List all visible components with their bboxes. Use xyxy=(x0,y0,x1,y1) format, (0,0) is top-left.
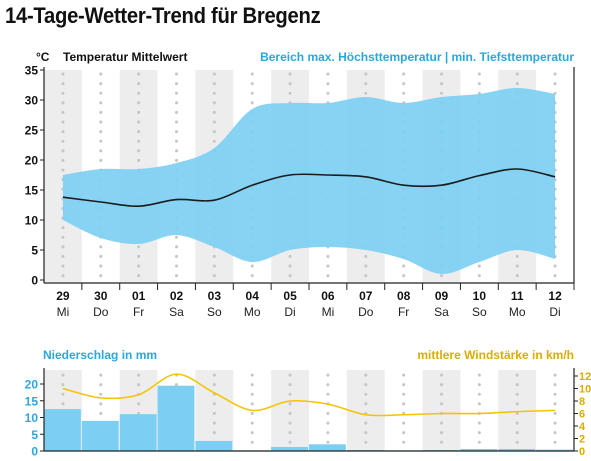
y-tick-label-right: 10 xyxy=(579,384,591,396)
precipitation-bar xyxy=(119,414,157,451)
x-tick-weekday-label: Di xyxy=(549,305,560,319)
x-tick-weekday-label: So xyxy=(472,305,487,319)
y-tick-label: 35 xyxy=(25,64,39,78)
x-tick-day-label: 04 xyxy=(246,289,260,303)
mean-temperature-line xyxy=(62,168,556,208)
y-tick-label: 20 xyxy=(25,154,39,168)
x-tick-day-label: 29 xyxy=(56,289,70,303)
precipitation-bar xyxy=(81,420,119,451)
column-shade xyxy=(422,370,461,451)
legend-mean-temperature: Temperatur Mittelwert xyxy=(63,50,187,64)
y-tick-label-left: 15 xyxy=(25,394,39,408)
y-tick-label-right: 8 xyxy=(579,396,585,408)
x-tick-day-label: 02 xyxy=(170,289,184,303)
y-tick-label-right: 12 xyxy=(579,371,591,383)
x-tick-weekday-label: Do xyxy=(358,305,374,319)
x-tick-day-label: 06 xyxy=(321,289,335,303)
precipitation-bar xyxy=(309,444,346,451)
column-shade xyxy=(271,370,309,451)
y-tick-label: 30 xyxy=(25,94,39,108)
x-tick-weekday-label: Di xyxy=(284,305,295,319)
y-tick-label: 10 xyxy=(25,214,39,228)
y-tick-label: 5 xyxy=(31,244,38,258)
x-tick-weekday-label: Mi xyxy=(57,305,70,319)
y-tick-label-left: 0 xyxy=(31,445,38,459)
page-title: 14-Tage-Wetter-Trend für Bregenz xyxy=(5,3,321,28)
precipitation-bar xyxy=(44,409,81,451)
y-tick-label-right: 6 xyxy=(579,409,585,421)
x-tick-day-label: 03 xyxy=(208,289,222,303)
precipitation-bar xyxy=(536,449,573,451)
y-tick-label-left: 5 xyxy=(31,428,38,442)
x-tick-weekday-label: Fr xyxy=(398,305,409,319)
x-tick-weekday-label: So xyxy=(207,305,222,319)
legend-temperature-range: Bereich max. Höchsttemperatur | min. Tie… xyxy=(260,50,574,64)
y-tick-label-left: 20 xyxy=(25,378,39,392)
precipitation-bar xyxy=(195,440,233,451)
y-tick-label-right: 0 xyxy=(579,446,585,458)
x-tick-day-label: 10 xyxy=(473,289,487,303)
column-shade xyxy=(195,370,234,451)
x-tick-day-label: 12 xyxy=(548,289,562,303)
x-tick-weekday-label: Sa xyxy=(434,305,449,319)
precipitation-bar xyxy=(157,385,195,451)
unit-label: °C xyxy=(36,50,50,64)
x-tick-day-label: 11 xyxy=(511,289,524,303)
y-tick-label-right: 2 xyxy=(579,434,585,446)
column-shade xyxy=(346,370,385,451)
legend-precipitation: Niederschlag in mm xyxy=(43,348,157,362)
legend-wind-speed: mittlere Windstärke in km/h xyxy=(417,348,574,362)
x-tick-day-label: 05 xyxy=(283,289,297,303)
x-tick-weekday-label: Mo xyxy=(509,305,526,319)
x-tick-day-label: 07 xyxy=(359,289,373,303)
y-tick-label: 15 xyxy=(25,184,39,198)
y-tick-label-right: 4 xyxy=(579,421,586,433)
y-tick-label: 25 xyxy=(25,124,39,138)
precipitation-bar xyxy=(271,446,308,451)
x-tick-day-label: 30 xyxy=(94,289,108,303)
y-tick-label: 0 xyxy=(31,274,38,288)
x-tick-day-label: 08 xyxy=(397,289,411,303)
x-tick-day-label: 01 xyxy=(132,289,146,303)
x-tick-weekday-label: Sa xyxy=(169,305,184,319)
x-tick-weekday-label: Mi xyxy=(322,305,335,319)
x-tick-weekday-label: Do xyxy=(93,305,109,319)
y-tick-label-left: 10 xyxy=(25,411,39,425)
precipitation-bar xyxy=(498,448,536,451)
wind-speed-line xyxy=(62,373,556,417)
temperature-range-band xyxy=(62,88,556,275)
temperature-chart: 0510152025303529Mi30Do01Fr02Sa03So04Mo05… xyxy=(25,50,575,319)
x-tick-weekday-label: Fr xyxy=(133,305,144,319)
x-tick-day-label: 09 xyxy=(435,289,449,303)
precipitation-bar xyxy=(460,448,498,451)
x-tick-weekday-label: Mo xyxy=(244,305,261,319)
